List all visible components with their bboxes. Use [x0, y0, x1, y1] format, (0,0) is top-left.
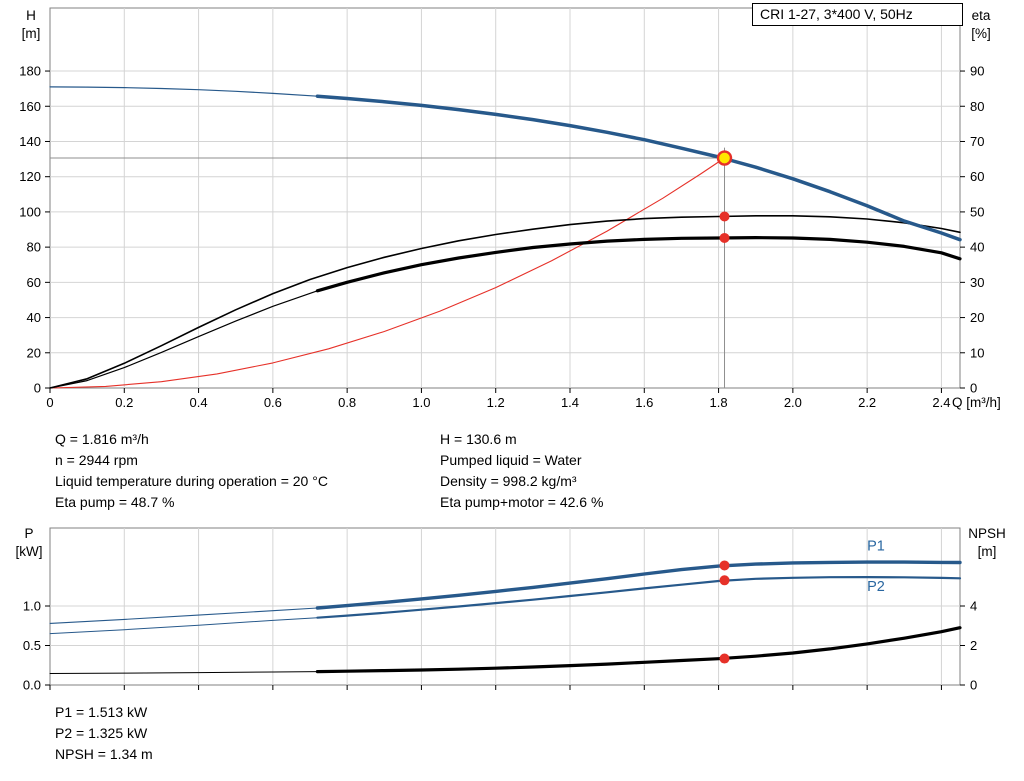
p2-curve — [49, 617, 318, 635]
y-right-tick-label: 10 — [970, 345, 984, 360]
y-left-tick-label: 180 — [19, 64, 41, 79]
y-left-axis-unit: [m] — [22, 26, 41, 41]
x-tick-label: 1.8 — [710, 395, 728, 410]
y-left-tick-label: 100 — [19, 204, 41, 219]
y-left-tick-label: 20 — [27, 345, 41, 360]
p2-curve — [316, 576, 962, 619]
y-right-axis-unit: [%] — [971, 26, 991, 41]
info-line-speed: n = 2944 rpm — [55, 452, 138, 468]
x-tick-label: 0.2 — [115, 395, 133, 410]
eta-pump-motor-curve — [49, 290, 318, 389]
info-line-p2: P2 = 1.325 kW — [55, 725, 148, 741]
pump-title: CRI 1-27, 3*400 V, 50Hz — [760, 6, 913, 22]
x-tick-label: 0.8 — [338, 395, 356, 410]
operating-point-dot — [719, 653, 730, 664]
npsh-curve — [315, 626, 962, 674]
p1-curve — [315, 560, 962, 610]
info-line-liquid-temperature: Liquid temperature during operation = 20… — [55, 473, 328, 489]
y-left-tick-label: 0 — [34, 381, 41, 396]
x-tick-label: 2.0 — [784, 395, 802, 410]
y-left-tick-label: 1.0 — [23, 598, 41, 613]
x-tick-label: 0.4 — [190, 395, 208, 410]
y-left-axis-label: P — [24, 526, 33, 541]
x-tick-label: 1.0 — [412, 395, 430, 410]
x-tick-label: 2.2 — [858, 395, 876, 410]
qh-eta-chart-plot-area — [49, 7, 961, 389]
y-right-tick-label: 0 — [970, 678, 977, 693]
y-right-tick-label: 4 — [970, 599, 977, 614]
y-left-tick-label: 0.5 — [23, 638, 41, 653]
info-line-npsh: NPSH = 1.34 m — [55, 746, 153, 762]
power-npsh-chart-plot-area — [49, 527, 961, 686]
operating-data-left-column: Q = 1.816 m³/h n = 2944 rpm Liquid tempe… — [55, 429, 328, 513]
x-tick-label: 1.4 — [561, 395, 579, 410]
pump-title-box: CRI 1-27, 3*400 V, 50Hz — [752, 3, 963, 26]
operating-point-dot — [719, 560, 730, 571]
x-tick-label: 1.6 — [635, 395, 653, 410]
operating-point-dot — [719, 232, 730, 243]
eta-pump-curve — [49, 215, 961, 389]
y-left-axis-label: H — [26, 8, 36, 23]
info-line-q: Q = 1.816 m³/h — [55, 431, 149, 447]
info-line-density: Density = 998.2 kg/m³ — [440, 473, 577, 489]
eta-pump-motor-curve — [315, 236, 962, 293]
x-tick-label: 0.6 — [264, 395, 282, 410]
qh-curve — [49, 86, 318, 97]
operating-point-dot — [719, 575, 730, 586]
y-left-tick-label: 60 — [27, 275, 41, 290]
y-left-tick-label: 40 — [27, 310, 41, 325]
y-right-tick-label: 60 — [970, 169, 984, 184]
power-npsh-results: P1 = 1.513 kW P2 = 1.325 kW NPSH = 1.34 … — [55, 702, 153, 765]
p1-curve — [49, 607, 318, 624]
info-line-eta-pump: Eta pump = 48.7 % — [55, 494, 175, 510]
x-tick-label: 2.4 — [932, 395, 950, 410]
y-right-axis-label: eta — [972, 8, 991, 23]
info-line-p1: P1 = 1.513 kW — [55, 704, 148, 720]
y-right-tick-label: 20 — [970, 310, 984, 325]
info-line-pumped-liquid: Pumped liquid = Water — [440, 452, 582, 468]
duty-point-marker — [716, 150, 733, 166]
y-right-tick-label: 70 — [970, 134, 984, 149]
qh-curve — [315, 94, 962, 242]
y-right-tick-label: 0 — [970, 381, 977, 396]
y-right-axis-label: NPSH — [968, 526, 1006, 541]
y-left-tick-label: 160 — [19, 99, 41, 114]
x-axis-label: Q [m³/h] — [952, 395, 1001, 410]
y-right-tick-label: 50 — [970, 204, 984, 219]
y-left-tick-label: 120 — [19, 169, 41, 184]
info-line-h: H = 130.6 m — [440, 431, 517, 447]
npsh-curve — [49, 671, 318, 674]
curve-label-p2: P2 — [867, 579, 885, 595]
y-right-tick-label: 80 — [970, 99, 984, 114]
system-curve — [49, 157, 726, 389]
y-left-tick-label: 80 — [27, 240, 41, 255]
y-right-axis-unit: [m] — [978, 544, 997, 559]
y-right-tick-label: 30 — [970, 275, 984, 290]
y-right-tick-label: 2 — [970, 638, 977, 653]
info-line-eta-pump-motor: Eta pump+motor = 42.6 % — [440, 494, 604, 510]
y-left-tick-label: 0.0 — [23, 678, 41, 693]
operating-point-dot — [719, 211, 730, 222]
x-tick-label: 1.2 — [487, 395, 505, 410]
x-tick-label: 0 — [46, 395, 53, 410]
operating-data-right-column: H = 130.6 m Pumped liquid = Water Densit… — [440, 429, 603, 513]
y-right-tick-label: 40 — [970, 240, 984, 255]
curve-label-p1: P1 — [867, 539, 885, 555]
y-right-tick-label: 90 — [970, 64, 984, 79]
y-left-tick-label: 140 — [19, 134, 41, 149]
y-left-axis-unit: [kW] — [16, 544, 43, 559]
